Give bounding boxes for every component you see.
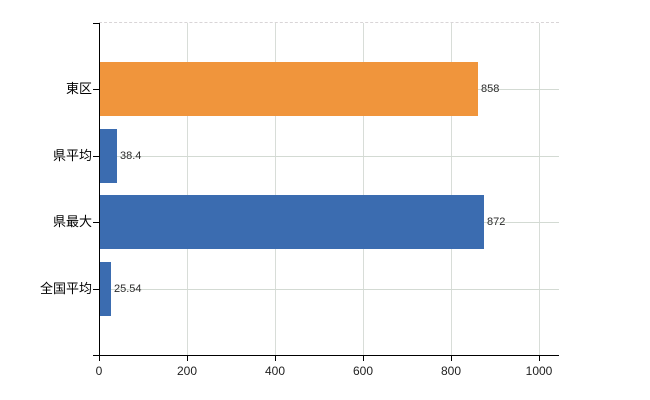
x-axis-line bbox=[93, 355, 559, 356]
x-gridline bbox=[363, 23, 364, 355]
x-tick-label: 400 bbox=[264, 364, 286, 378]
category-label: 全国平均 bbox=[39, 280, 92, 296]
x-axis-tick bbox=[363, 356, 364, 361]
bar bbox=[100, 262, 111, 316]
x-tick-label: 0 bbox=[95, 364, 103, 378]
category-label: 県平均 bbox=[52, 147, 92, 163]
y-gridline bbox=[100, 288, 559, 290]
x-gridline bbox=[275, 23, 276, 355]
bar bbox=[100, 62, 478, 116]
value-label: 858 bbox=[481, 83, 500, 96]
y-axis-line bbox=[99, 23, 100, 361]
x-tick-label: 800 bbox=[440, 364, 462, 378]
x-axis-tick bbox=[539, 356, 540, 361]
x-axis-tick bbox=[275, 356, 276, 361]
x-tick-label: 1000 bbox=[525, 364, 553, 378]
x-gridline bbox=[539, 23, 540, 355]
y-axis-tick bbox=[93, 89, 99, 91]
y-axis-tick bbox=[93, 222, 99, 224]
x-axis-tick bbox=[187, 356, 188, 361]
category-label: 東区 bbox=[65, 81, 92, 97]
category-label: 県最大 bbox=[52, 214, 92, 230]
y-axis-tick bbox=[93, 288, 99, 290]
x-gridline bbox=[187, 23, 188, 355]
y-axis-tick bbox=[93, 155, 99, 157]
value-label: 872 bbox=[487, 216, 506, 229]
value-label: 25.54 bbox=[114, 282, 142, 295]
plot-top-border bbox=[99, 22, 559, 23]
x-tick-label: 200 bbox=[176, 364, 198, 378]
bar bbox=[100, 195, 484, 249]
x-tick-label: 600 bbox=[352, 364, 374, 378]
bar bbox=[100, 129, 117, 183]
value-label: 38.4 bbox=[120, 149, 142, 162]
y-axis-top-tick bbox=[93, 23, 99, 24]
x-gridline bbox=[451, 23, 452, 355]
x-axis-tick bbox=[451, 356, 452, 361]
y-gridline bbox=[100, 155, 559, 157]
